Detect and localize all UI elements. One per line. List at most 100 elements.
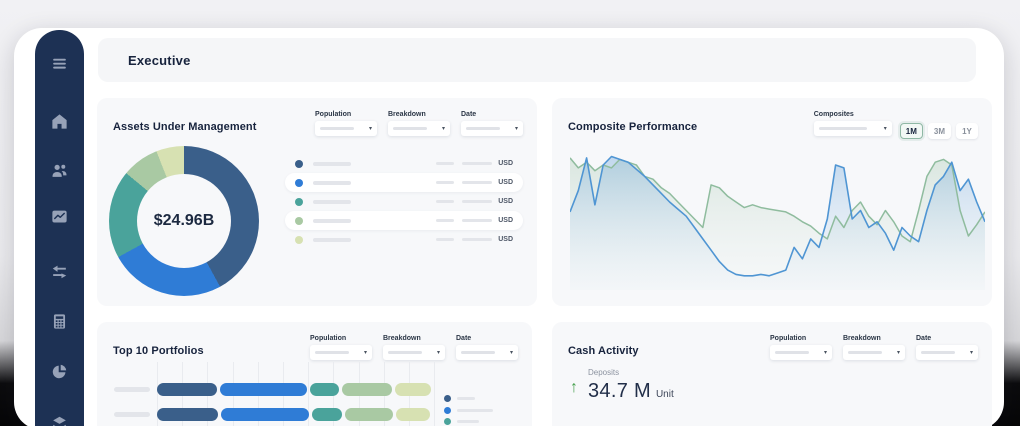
sidebar-item-allocation[interactable] [35,360,84,382]
bar-segment [309,383,339,396]
value-placeholder [462,238,493,241]
sidebar-item-holdings[interactable] [35,412,84,426]
legend-label-placeholder [313,237,351,242]
deposits-label: Deposits [588,368,620,377]
filter-breakdown-label: Breakdown [388,111,426,118]
value-placeholder [436,200,455,203]
filter-population: Population ▾ [770,335,832,360]
pie-chart-icon [52,364,67,378]
users-icon [52,164,67,177]
chevron-down-icon: ▾ [823,349,827,356]
trend-up-icon: ↑ [570,379,578,396]
composites-select[interactable]: ▾ [813,121,892,136]
sidebar-item-calculator[interactable] [35,310,84,332]
chevron-down-icon: ▾ [883,125,887,132]
page-header: Executive [98,38,976,82]
range-button-1m[interactable]: 1M [899,123,923,139]
page-title: Executive [128,52,191,68]
composite-card-title: Composite Performance [568,121,698,133]
select-placeholder [818,127,867,130]
sidebar-item-home[interactable] [35,110,84,132]
cash-filters: Population ▾ Breakdown ▾ Date ▾ [770,335,978,360]
stacked-bar[interactable] [157,408,434,421]
aum-donut-chart: $24.96B [109,146,259,296]
sidebar-item-performance[interactable] [35,205,84,227]
row-label-placeholder [114,412,150,417]
top10-filters: Population ▾ Breakdown ▾ Date ▾ [310,335,518,360]
currency-label: USD [498,179,513,186]
sidebar-item-transfers[interactable] [35,260,84,282]
bar-segment [396,408,430,421]
blue-series-line [570,155,985,277]
aum-legend-row[interactable]: USD [285,173,523,192]
breakdown-select[interactable]: ▾ [843,345,905,360]
sidebar-item-menu[interactable] [35,52,84,74]
deposits-value: 34.7 M [588,380,651,402]
select-placeholder [848,351,882,354]
value-placeholder [436,219,455,222]
transfer-arrows-icon [52,265,67,278]
filter-composites: Composites ▾ [813,111,892,136]
filter-population-label: Population [315,111,352,118]
select-placeholder [775,351,809,354]
aum-legend-row[interactable]: USD [285,192,523,211]
chevron-down-icon: ▾ [441,125,445,132]
aum-legend-row[interactable]: USD [285,154,523,173]
date-select[interactable]: ▾ [461,121,523,136]
legend-label-placeholder [457,397,475,400]
card-assets-under-management: Assets Under Management Population ▾ Bre… [97,98,537,306]
legend-dot [444,418,451,425]
bar-segment [312,408,342,421]
stacked-bar[interactable] [157,383,434,396]
green-series-line [570,157,985,243]
breakdown-select[interactable]: ▾ [388,121,450,136]
layers-icon [53,416,66,426]
gridline [434,362,436,426]
value-placeholder [462,219,493,222]
filter-breakdown: Breakdown ▾ [383,335,445,360]
aum-legend-row[interactable]: USD [285,211,523,230]
select-placeholder [921,351,955,354]
bar-segment [157,383,217,396]
filter-population: Population ▾ [310,335,372,360]
aum-card-title: Assets Under Management [113,121,257,133]
top10-chart [97,362,532,426]
range-button-3m[interactable]: 3M [927,123,951,139]
composite-performance-chart[interactable] [570,148,985,290]
top10-legend-item [444,418,497,425]
card-top10-portfolios: Top 10 Portfolios Population ▾ Breakdown… [97,322,532,426]
row-label-placeholder [114,387,150,392]
gridline [308,362,310,426]
deposits-metric: ↑ Deposits 34.7 M Unit [570,368,674,403]
filter-population-label: Population [310,335,347,342]
value-placeholder [462,181,493,184]
population-select[interactable]: ▾ [310,345,372,360]
currency-label: USD [498,160,513,167]
breakdown-select[interactable]: ▾ [383,345,445,360]
value-placeholder [436,238,455,241]
filter-date: Date ▾ [916,335,978,360]
sidebar-item-clients[interactable] [35,159,84,181]
cash-card-title: Cash Activity [568,345,639,357]
bar-segment [394,383,431,396]
filter-breakdown-label: Breakdown [383,335,421,342]
filter-breakdown: Breakdown ▾ [843,335,905,360]
filter-date-label: Date [461,111,477,118]
bar-segment [345,408,393,421]
select-placeholder [315,351,349,354]
population-select[interactable]: ▾ [315,121,377,136]
bar-segment [341,383,392,396]
date-select[interactable]: ▾ [456,345,518,360]
aum-legend-row[interactable]: USD [285,230,523,249]
chart-image-icon [52,210,67,222]
donut-hole: $24.96B [137,174,231,268]
chevron-down-icon: ▾ [969,349,973,356]
gridline [157,362,158,426]
range-button-1y[interactable]: 1Y [956,123,978,139]
date-select[interactable]: ▾ [916,345,978,360]
bar-segment [219,383,307,396]
legend-label-placeholder [457,408,493,412]
value-placeholder [462,162,493,165]
population-select[interactable]: ▾ [770,345,832,360]
currency-label: USD [498,217,513,224]
